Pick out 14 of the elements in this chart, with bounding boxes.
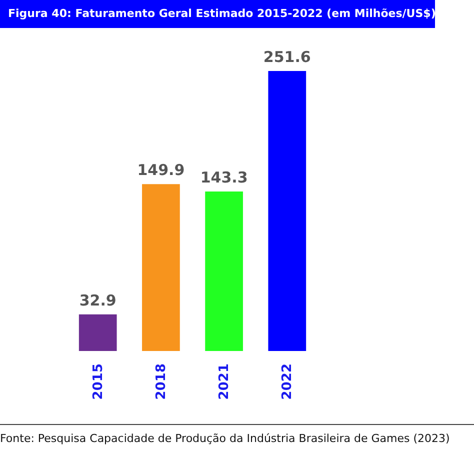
- data-label: 149.9: [137, 161, 185, 180]
- x-tick-label: 2015: [90, 364, 106, 400]
- data-label: 32.9: [79, 291, 116, 310]
- x-tick-label: 2021: [217, 364, 232, 400]
- bar: [142, 184, 180, 351]
- chart-title: Figura 40: Faturamento Geral Estimado 2015-2022 (em Milhões/US$): [0, 0, 436, 28]
- data-label: 143.3: [200, 168, 248, 187]
- data-label: 251.6: [263, 48, 311, 66]
- source-note: Fonte: Pesquisa Capacidade de Produção da Indústria Brasileira de Games (2023): [0, 424, 474, 445]
- bar: [205, 192, 243, 351]
- x-tick-label: 2022: [280, 364, 296, 400]
- bar: [268, 71, 306, 351]
- x-tick-label: 2018: [154, 364, 169, 400]
- bar: [78, 314, 117, 351]
